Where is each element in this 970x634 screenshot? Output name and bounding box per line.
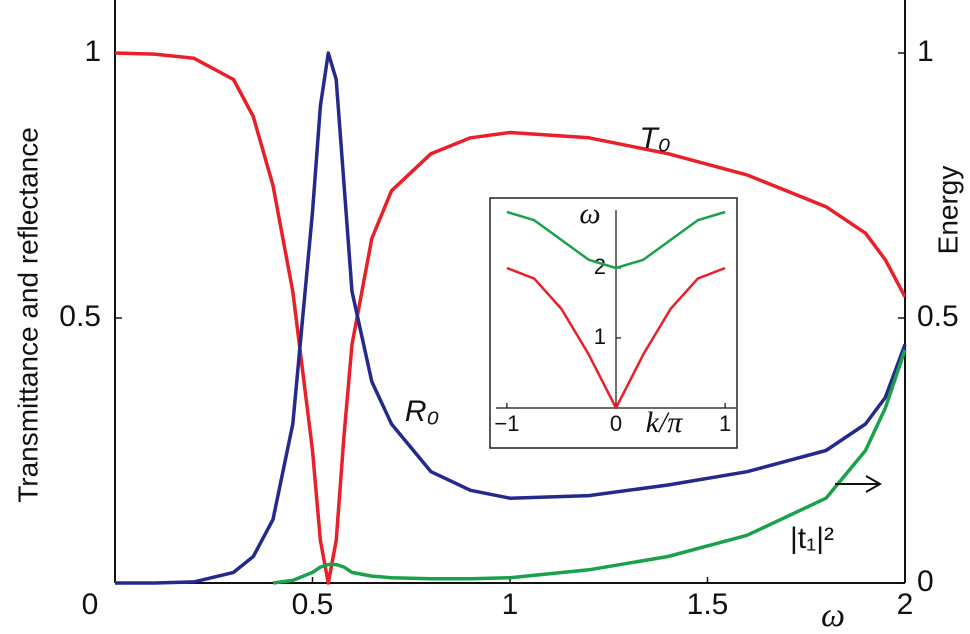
series-line [506, 266, 726, 410]
x-tick-label: 1.5 [687, 588, 729, 621]
series-line [506, 210, 726, 270]
main-chart: 0 0.5 1 1.5 2 0.5 1 0 0.5 1 Transmittance and refl… [12, 0, 963, 634]
series-line [114, 51, 907, 585]
x-tick-label: 0 [610, 411, 622, 436]
x-axis-label: ω [821, 597, 845, 634]
y2-tick-label: 1 [917, 35, 934, 68]
x-tick-label: 1 [502, 588, 519, 621]
x-tick-label: 2 [897, 588, 914, 621]
y2-axis-label: Energy [932, 166, 963, 255]
y-tick-label: 1 [594, 324, 606, 349]
inset-chart: −1 0 1 1 2 ω k/π [494, 197, 736, 439]
x-tick-label: 1 [719, 411, 731, 436]
y-axis-label: ω [579, 197, 600, 230]
y-axis-label: Transmittance and reflectance [12, 127, 43, 503]
y2-tick-label: 0.5 [917, 300, 959, 333]
y-tick-label: 0.5 [59, 300, 101, 333]
series-line [115, 51, 907, 585]
x-tick-label: −1 [494, 411, 519, 436]
x-axis-label: k/π [646, 406, 684, 439]
series-line [272, 349, 907, 585]
x-tick-label: 0.5 [292, 588, 334, 621]
curve-label: T₀ [640, 122, 671, 155]
arrow-head [865, 475, 883, 493]
y2-tick-label: 0 [917, 565, 934, 598]
inset-frame [489, 197, 738, 449]
curve-label: |t₁|² [790, 522, 834, 555]
y-tick-label: 2 [594, 254, 606, 279]
y-tick-label: 1 [84, 35, 101, 68]
arrow [835, 475, 883, 493]
x-tick-label: 0 [82, 588, 99, 621]
curve-label: R₀ [405, 395, 439, 428]
